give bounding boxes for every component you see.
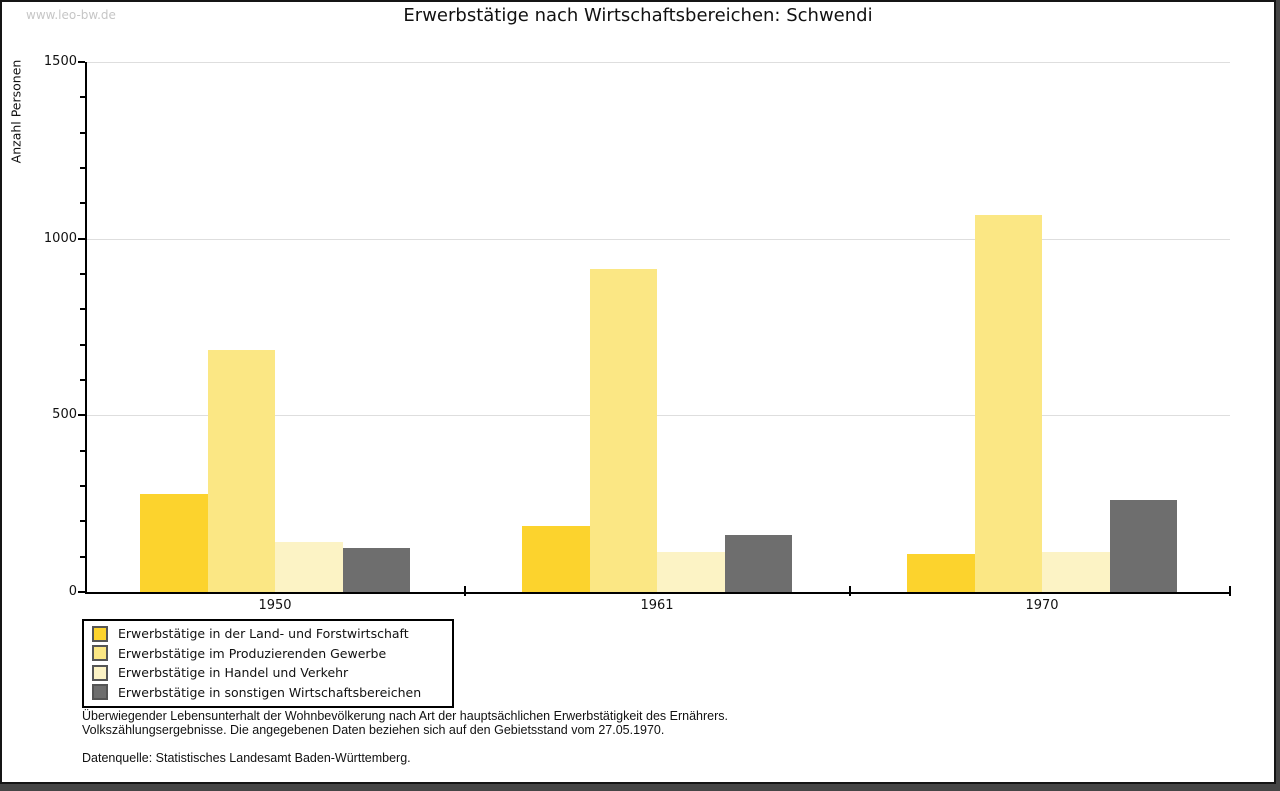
y-tick-label-1500: 1500 — [43, 54, 77, 69]
bar-1970-series-3 — [1042, 552, 1110, 592]
y-tick-label-500: 500 — [52, 407, 77, 423]
y-major-tick-1000 — [78, 237, 85, 240]
y-minor-tick-300 — [80, 485, 85, 487]
legend-label: Erwerbstätige in Handel und Verkehr — [118, 665, 349, 681]
y-major-tick-1500 — [78, 61, 85, 63]
bar-1970-series-1 — [907, 554, 975, 592]
y-axis-title: Anzahl Personen — [8, 59, 24, 164]
x-tick-label-1961: 1961 — [640, 598, 674, 613]
legend-item-3: Erwerbstätige in Handel und Verkehr — [84, 663, 452, 683]
y-minor-tick-1100 — [80, 202, 85, 205]
x-axis-line — [85, 592, 1230, 594]
y-minor-tick-1200 — [80, 167, 85, 169]
y-minor-tick-200 — [80, 520, 85, 523]
data-source: Datenquelle: Statistisches Landesamt Bad… — [82, 751, 411, 765]
y-minor-tick-100 — [80, 555, 85, 558]
y-major-tick-0 — [78, 591, 85, 593]
bar-1950-series-3 — [275, 542, 343, 592]
chart-title: Erwerbstätige nach Wirtschaftsbereichen:… — [403, 5, 873, 26]
legend-label: Erwerbstätige im Produzierenden Gewerbe — [118, 645, 387, 661]
y-minor-tick-700 — [80, 343, 85, 346]
bar-1961-series-2 — [589, 268, 657, 592]
bar-1961-series-4 — [724, 535, 792, 592]
legend-item-1: Erwerbstätige in der Land- und Forstwirt… — [84, 624, 452, 644]
x-tick-label-1970: 1970 — [1025, 598, 1059, 613]
bar-1950-series-4 — [342, 548, 410, 592]
x-tick-3 — [1229, 586, 1231, 596]
legend-label: Erwerbstätige in sonstigen Wirtschaftsbe… — [118, 684, 422, 700]
y-minor-tick-600 — [80, 379, 85, 381]
x-tick-label-1950: 1950 — [258, 598, 292, 613]
plot-area: 0 500 1000 1500 1950 1961 1970 — [44, 54, 1231, 613]
x-tick-1 — [464, 586, 466, 596]
bar-1961-series-1 — [522, 526, 590, 592]
y-tick-label-0: 0 — [68, 584, 77, 599]
y-minor-tick-900 — [80, 273, 85, 275]
y-minor-tick-400 — [80, 449, 85, 452]
legend-label: Erwerbstätige in der Land- und Forstwirt… — [118, 626, 409, 642]
y-tick-label-1000: 1000 — [43, 230, 77, 246]
bar-1950-series-2 — [207, 349, 275, 592]
y-major-tick-500 — [78, 414, 85, 417]
y-axis-line — [85, 62, 87, 594]
legend-swatch-icon — [92, 625, 108, 642]
bar-1961-series-3 — [657, 552, 725, 592]
bar-1950-series-1 — [140, 493, 208, 592]
y-minor-tick-1400 — [80, 96, 85, 99]
x-tick-2 — [849, 586, 851, 596]
y-minor-tick-800 — [80, 308, 85, 311]
bar-1970-series-2 — [974, 214, 1042, 592]
legend-swatch-icon — [92, 664, 108, 681]
bar-1970-series-4 — [1109, 500, 1177, 592]
legend: Erwerbstätige in der Land- und Forstwirt… — [82, 619, 454, 708]
gridline-1500 — [87, 62, 1230, 63]
gridline-1000 — [87, 238, 1230, 240]
y-minor-tick-1300 — [80, 131, 85, 134]
watermark: www.leo-bw.de — [26, 8, 116, 22]
legend-swatch-icon — [92, 645, 108, 662]
legend-item-2: Erwerbstätige im Produzierenden Gewerbe — [84, 644, 452, 664]
footnotes: Überwiegender Lebensunterhalt der Wohnbe… — [82, 709, 728, 765]
footnote-line-1: Überwiegender Lebensunterhalt der Wohnbe… — [82, 709, 728, 723]
gridline-500 — [87, 415, 1230, 417]
footnote-line-2: Volkszählungsergebnisse. Die angegebenen… — [82, 723, 665, 737]
legend-swatch-icon — [92, 684, 108, 701]
legend-item-4: Erwerbstätige in sonstigen Wirtschaftsbe… — [84, 683, 452, 703]
